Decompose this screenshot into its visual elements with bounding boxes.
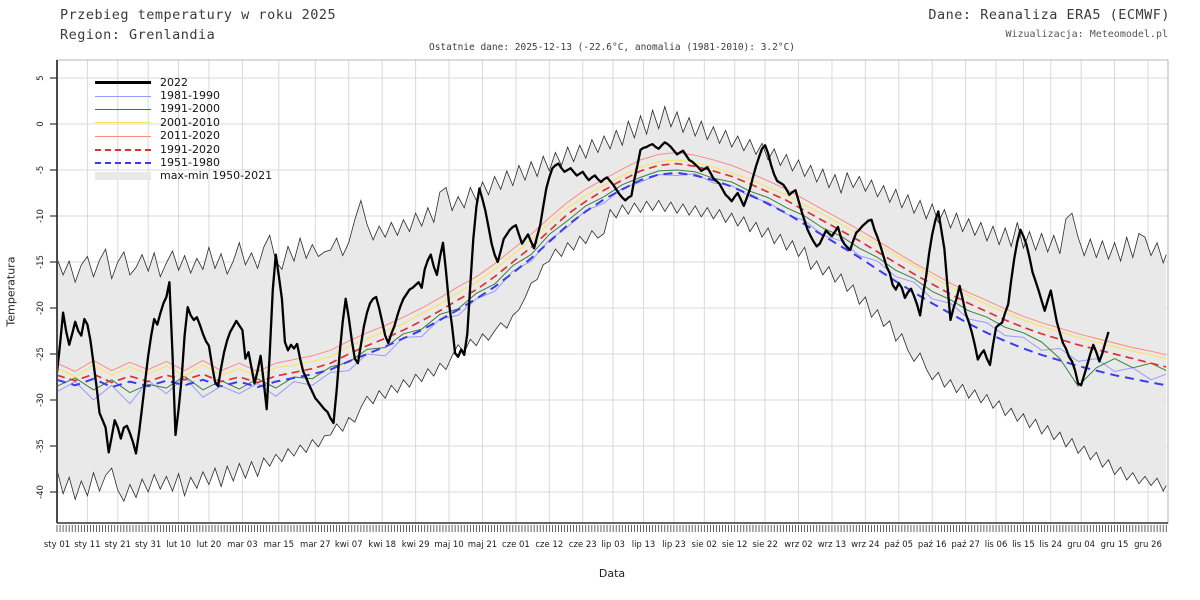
x-axis-title: Data (598, 567, 626, 580)
x-tick-label: wrz 24 (851, 540, 879, 550)
x-tick-label: kwi 18 (368, 540, 396, 550)
x-tick-label: kwi 29 (402, 540, 430, 550)
x-tick-label: cze 01 (502, 540, 530, 550)
band-max-line (56, 105, 1167, 284)
x-tick-label: sie 12 (722, 540, 748, 550)
x-tick-label: cze 23 (569, 540, 597, 550)
maxmin-band (57, 106, 1167, 502)
y-tick-label: 5 (36, 75, 46, 80)
y-tick-label: -20 (36, 301, 46, 315)
x-tick-label: sty 21 (105, 540, 131, 550)
y-tick-label: -10 (36, 209, 46, 223)
y-tick-label: -40 (36, 485, 46, 499)
x-tick-label: lis 24 (1039, 540, 1062, 550)
series-1981-1990-line (56, 173, 1167, 405)
series-1951-1980-line (56, 171, 1167, 389)
x-tick-label: wrz 13 (818, 540, 846, 550)
x-tick-label: paź 16 (918, 540, 947, 550)
x-tick-label: sie 22 (752, 540, 778, 550)
series-2011-2020-line (56, 152, 1167, 372)
x-tick-label: lip 03 (601, 540, 625, 550)
visualization-credit: Wizualizacja: Meteomodel.pl (1005, 29, 1168, 40)
x-tick-label: cze 12 (535, 540, 563, 550)
x-tick-label: wrz 02 (784, 540, 812, 550)
x-tick-label: gru 04 (1067, 540, 1095, 550)
y-tick-label: 0 (36, 121, 46, 126)
data-source-label: Dane: Reanaliza ERA5 (ECMWF) (928, 7, 1170, 23)
x-tick-label: paź 27 (951, 540, 980, 550)
x-tick-label: maj 21 (468, 540, 497, 550)
x-tick-label: sty 31 (135, 540, 161, 550)
series-2022-line (55, 141, 1110, 455)
x-tick-label: kwi 07 (335, 540, 363, 550)
y-tick-label: -5 (36, 166, 46, 174)
x-tick-label: mar 15 (264, 540, 295, 550)
last-data-annotation: Ostatnie dane: 2025-12-13 (-22.6°C, anom… (428, 42, 796, 53)
x-tick-label: maj 10 (434, 540, 463, 550)
x-tick-label: lut 20 (197, 540, 222, 550)
y-axis-title: Temperatura (4, 256, 18, 327)
series-1991-2020-line (56, 162, 1167, 384)
x-tick-label: lut 10 (166, 540, 191, 550)
x-tick-label: lis 15 (1012, 540, 1035, 550)
x-tick-label: lip 13 (632, 540, 656, 550)
x-tick-label: gru 15 (1101, 540, 1129, 550)
series-1991-2000-line (56, 169, 1167, 394)
y-tick-label: -35 (36, 439, 46, 453)
page-subtitle-region: Region: Grenlandia (60, 27, 216, 43)
x-tick-label: lis 06 (985, 540, 1008, 550)
x-tick-label: gru 26 (1134, 540, 1162, 550)
y-tick-label: -15 (36, 255, 46, 269)
x-tick-label: sty 01 (44, 540, 70, 550)
y-tick-label: -25 (36, 347, 46, 361)
page-title: Przebieg temperatury w roku 2025 (60, 7, 337, 23)
band-min-line (56, 199, 1167, 503)
x-tick-label: lip 23 (662, 540, 686, 550)
x-tick-label: mar 03 (227, 540, 258, 550)
y-tick-label: -30 (36, 393, 46, 407)
series-2001-2010-line (56, 159, 1167, 378)
x-tick-label: sty 11 (74, 540, 100, 550)
x-tick-label: sie 02 (692, 540, 718, 550)
x-tick-label: paź 05 (885, 540, 914, 550)
x-tick-label: mar 27 (300, 540, 331, 550)
